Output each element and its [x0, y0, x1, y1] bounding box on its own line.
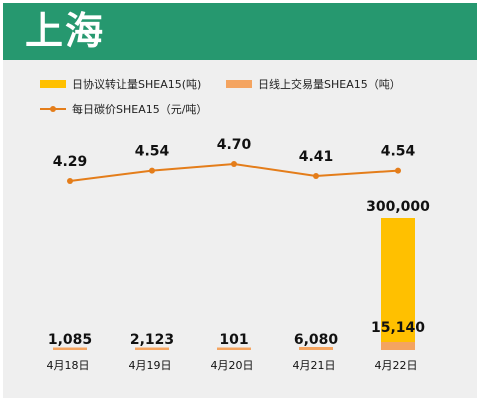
- bar-online-4: [381, 342, 415, 350]
- price-point-0: [67, 178, 73, 184]
- price-label-0: 4.29: [53, 154, 88, 170]
- bar-online-3: [299, 347, 333, 350]
- legend-label-agreement: 日协议转让量SHEA15(吨): [72, 78, 202, 91]
- legend-swatch-agreement: [40, 80, 66, 88]
- price-label-2: 4.70: [217, 137, 252, 153]
- x-tick-label-2: 4月20日: [211, 359, 254, 372]
- legend-label-price: 每日碳价SHEA15（元/吨）: [72, 103, 208, 116]
- x-tick-label-3: 4月21日: [293, 359, 336, 372]
- bar-online-0: [53, 347, 87, 350]
- price-label-1: 4.54: [135, 144, 170, 160]
- agreement-label-4: 300,000: [366, 199, 430, 215]
- bar-agreement-4: [381, 218, 415, 342]
- price-label-4: 4.54: [381, 144, 416, 160]
- price-label-3: 4.41: [299, 149, 334, 165]
- online-label-2: 101: [219, 332, 248, 348]
- bar-online-2: [217, 347, 251, 350]
- page-title: 上海: [25, 9, 106, 53]
- x-tick-label-1: 4月19日: [129, 359, 172, 372]
- x-tick-label-4: 4月22日: [375, 359, 418, 372]
- legend-item-price: 每日碳价SHEA15（元/吨）: [40, 101, 207, 117]
- bar-online-1: [135, 347, 169, 350]
- legend-swatch-price: [40, 105, 66, 113]
- header-bar: 上海: [3, 3, 477, 60]
- legend-label-online: 日线上交易量SHEA15（吨）: [258, 78, 401, 91]
- online-label-4: 15,140: [371, 320, 425, 336]
- legend-item-online: 日线上交易量SHEA15（吨）: [226, 76, 401, 92]
- price-point-1: [149, 167, 155, 174]
- x-tick-label-0: 4月18日: [47, 359, 90, 372]
- online-label-0: 1,085: [48, 332, 92, 348]
- price-point-4: [395, 167, 401, 174]
- price-point-2: [231, 161, 237, 167]
- online-label-1: 2,123: [130, 332, 174, 348]
- legend-swatch-online: [226, 80, 252, 88]
- online-label-3: 6,080: [294, 332, 339, 348]
- price-point-3: [313, 173, 319, 180]
- legend-item-agreement: 日协议转让量SHEA15(吨): [40, 76, 201, 92]
